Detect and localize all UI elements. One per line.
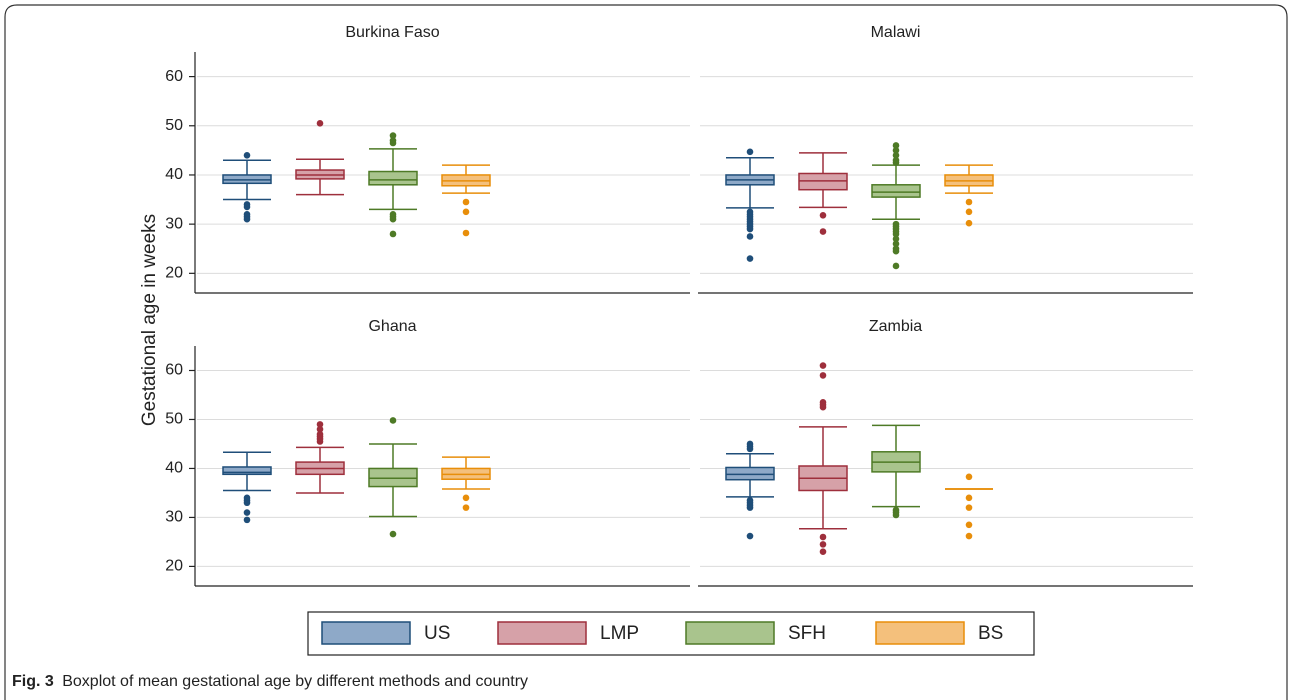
outlier — [819, 211, 827, 219]
panel-title: Malawi — [871, 24, 921, 41]
outlier — [243, 509, 251, 516]
outlier — [243, 151, 251, 159]
y-tick-label: 50 — [165, 411, 183, 428]
outlier — [389, 139, 397, 147]
outlier — [389, 132, 397, 139]
outlier — [892, 230, 900, 238]
outlier — [892, 235, 900, 243]
outlier — [892, 240, 900, 248]
outlier — [965, 504, 973, 511]
outlier — [746, 532, 754, 540]
outlier — [389, 417, 397, 424]
y-tick-label: 40 — [165, 166, 183, 183]
outlier — [892, 151, 900, 159]
y-tick-label: 60 — [165, 362, 183, 379]
caption-label: Fig. 3 — [12, 673, 54, 690]
legend-swatch — [497, 621, 587, 645]
outlier — [819, 541, 827, 548]
caption: Fig. 3 Boxplot of mean gestational age b… — [12, 673, 528, 690]
panel-title: Ghana — [368, 318, 416, 335]
outlier — [462, 198, 470, 206]
outlier — [819, 228, 827, 235]
y-tick-label: 60 — [165, 68, 183, 85]
outlier — [389, 215, 397, 223]
legend-label: US — [424, 623, 450, 644]
legend-box — [307, 611, 1035, 656]
box — [368, 170, 418, 186]
outlier — [243, 499, 251, 507]
outlier — [746, 255, 754, 262]
outlier — [243, 215, 251, 223]
outlier — [316, 438, 324, 445]
outlier — [746, 504, 754, 511]
outlier — [316, 421, 324, 428]
y-tick-label: 30 — [165, 509, 183, 526]
outlier — [243, 203, 251, 211]
outlier — [462, 208, 470, 216]
outlier — [819, 372, 827, 379]
y-tick-label: 20 — [165, 265, 183, 282]
outlier — [965, 208, 973, 216]
outlier — [746, 233, 754, 240]
outlier — [892, 142, 900, 149]
outlier — [243, 516, 251, 524]
y-tick-label: 20 — [165, 558, 183, 575]
outlier — [316, 120, 324, 127]
legend-label: SFH — [788, 623, 826, 644]
outlier — [965, 532, 973, 540]
box — [871, 184, 921, 198]
outlier — [389, 530, 397, 538]
outlier — [819, 548, 827, 556]
frame — [4, 4, 1288, 700]
outlier — [316, 425, 324, 433]
outlier — [965, 473, 973, 481]
outlier — [892, 262, 900, 270]
legend-swatch — [685, 621, 775, 645]
outlier — [746, 445, 754, 453]
outlier — [819, 362, 827, 369]
legend-swatch — [321, 621, 411, 645]
panel-title: Burkina Faso — [345, 24, 439, 41]
outlier — [965, 219, 973, 227]
outlier — [892, 511, 900, 519]
legend-label: LMP — [600, 623, 639, 644]
y-axis-label: Gestational age in weeks — [139, 214, 160, 426]
y-tick-label: 30 — [165, 215, 183, 232]
y-tick-label: 50 — [165, 117, 183, 134]
outlier — [892, 159, 900, 166]
legend-swatch — [875, 621, 965, 645]
panel-title: Zambia — [869, 318, 922, 335]
outlier — [462, 229, 470, 237]
outlier — [892, 247, 900, 255]
outlier — [746, 225, 754, 233]
outlier — [462, 504, 470, 511]
outlier — [965, 494, 973, 502]
outlier — [746, 148, 754, 156]
y-tick-label: 40 — [165, 460, 183, 477]
outlier — [389, 230, 397, 238]
legend-label: BS — [978, 623, 1003, 644]
outlier — [965, 198, 973, 206]
outlier — [819, 533, 827, 541]
outlier — [892, 147, 900, 154]
outlier — [462, 494, 470, 502]
outlier — [965, 521, 973, 529]
caption-text: Boxplot of mean gestational age by diffe… — [62, 673, 528, 690]
outlier — [819, 403, 827, 411]
box — [222, 466, 272, 476]
